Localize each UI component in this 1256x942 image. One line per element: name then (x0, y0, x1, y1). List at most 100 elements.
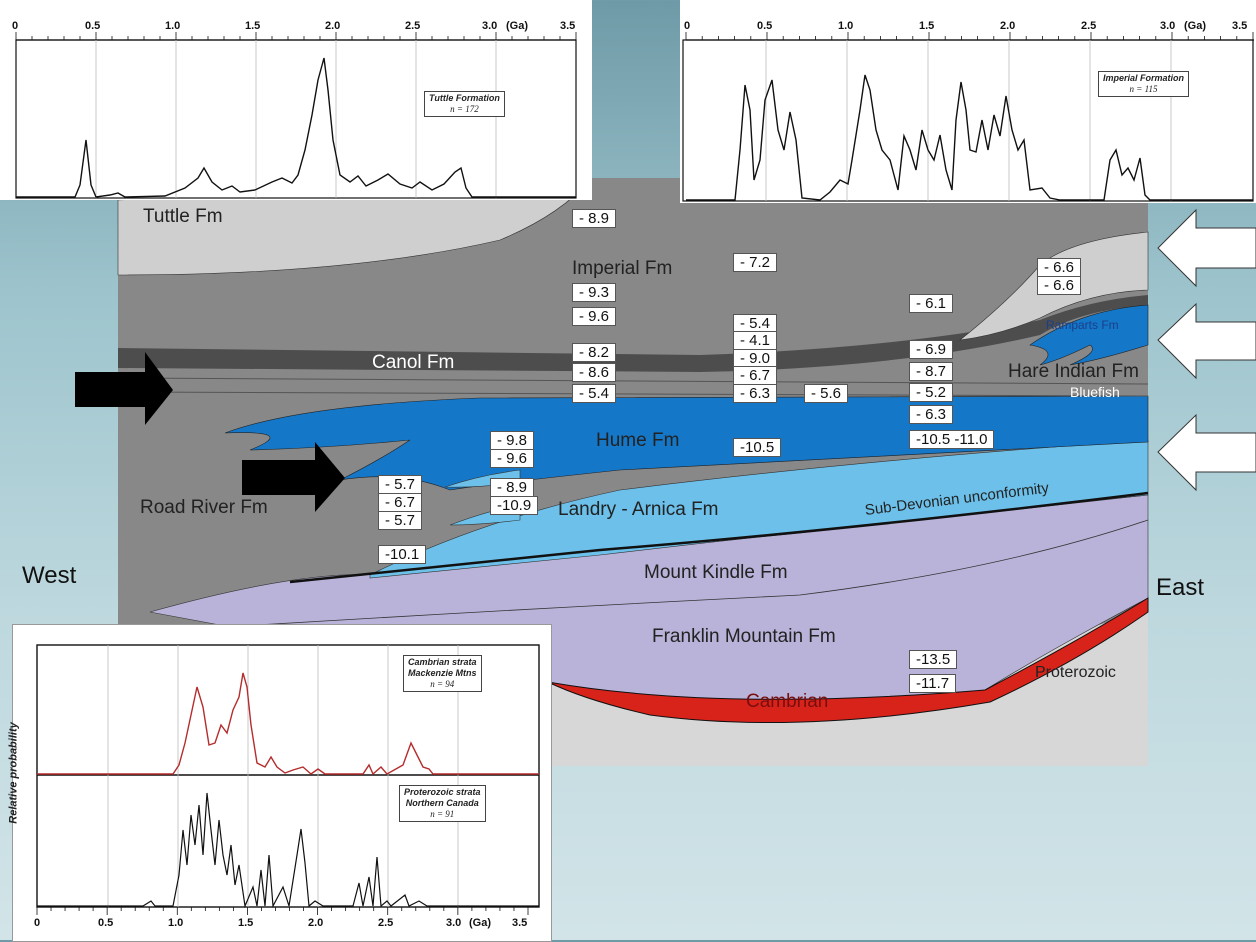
value-box: - 8.9 (572, 209, 617, 228)
proterozoic-legend: Proterozoic strata Northern Canada n = 9… (399, 785, 486, 822)
value-box: - 4.1 (733, 331, 778, 350)
plot-frame (15, 39, 577, 199)
tick-label: 3.0 (446, 917, 462, 929)
imperial-plot-svg (682, 32, 1254, 202)
unit-label: (Ga) (469, 917, 491, 929)
value-box: -13.5 (909, 650, 958, 669)
tuttle-legend: Tuttle Formation n = 172 (424, 91, 505, 117)
bluefish-label: Bluefish (1070, 384, 1120, 400)
gridlines (765, 40, 1172, 201)
tick-label: 2.0 (1000, 20, 1016, 32)
cambrian-label: Cambrian (746, 691, 829, 712)
proterozoic-layer (500, 610, 1148, 766)
tick-label: 2.0 (325, 20, 341, 32)
arrow-white-icon (1157, 413, 1256, 492)
imperial-curve (686, 74, 1253, 201)
legend-name: Imperial Formation (1103, 73, 1185, 83)
tick-label: 3.0 (1160, 20, 1176, 32)
tick-label: 3.5 (560, 20, 576, 32)
value-box: - 6.3 (733, 384, 778, 403)
landry-arnica-layer (369, 439, 1149, 579)
value-box: -10.9 (490, 496, 539, 515)
tick-label: 3.5 (512, 917, 528, 929)
legend-n: n = 91 (430, 809, 455, 819)
tick-label: 3.0 (482, 20, 498, 32)
value-box: - 8.6 (572, 363, 617, 382)
value-box: - 8.9 (490, 478, 535, 497)
value-box: - 9.6 (572, 307, 617, 326)
value-box: - 6.7 (378, 493, 423, 512)
arrow-white-icon (1157, 302, 1256, 380)
tick-label: 1.0 (838, 20, 854, 32)
y-axis-label: Relative probability (7, 722, 20, 824)
detrital-panel: Relative probability 0 0.5 1.0 1.5 2.0 2… (8, 624, 552, 942)
west-label: West (22, 562, 77, 589)
gridlines (95, 40, 497, 198)
tick-label: 1.5 (919, 20, 935, 32)
legend-n: n = 172 (450, 104, 479, 114)
imperial-panel: 0 0.5 1.0 1.5 2.0 2.5 3.0 (Ga) 3.5 Imper… (680, 0, 1256, 203)
tick-label: 3.5 (1232, 20, 1248, 32)
mount-kindle-label: Mount Kindle Fm (644, 562, 788, 583)
ramparts-layer (1029, 304, 1149, 366)
arrow-white-icon (1157, 208, 1256, 288)
cambrian-legend: Cambrian strata Mackenzie Mtns n = 94 (403, 655, 482, 692)
imperial-legend: Imperial Formation n = 115 (1098, 71, 1190, 97)
value-box: -11.7 (909, 674, 957, 693)
legend-line: Cambrian strata (408, 657, 477, 667)
value-box: - 8.2 (572, 343, 617, 362)
imperial-label: Imperial Fm (572, 258, 673, 279)
tuttle-label: Tuttle Fm (143, 206, 223, 227)
value-box: -10.5 (733, 438, 782, 457)
value-box: - 6.6 (1037, 258, 1082, 277)
legend-line: Northern Canada (405, 798, 479, 808)
hare-indian-label: Hare Indian Fm (1008, 361, 1139, 382)
value-box: - 9.3 (572, 283, 617, 302)
legend-n: n = 94 (430, 679, 455, 689)
value-box: - 9.8 (490, 431, 535, 450)
value-box: - 6.3 (909, 405, 954, 424)
tick-label: 1.0 (168, 917, 184, 929)
value-box: - 9.0 (733, 349, 778, 368)
tick-label: 0 (12, 20, 19, 32)
cambrian-curve (37, 672, 539, 776)
value-box: - 6.9 (909, 340, 954, 359)
arrow-black-icon (242, 442, 345, 512)
value-box: - 6.7 (733, 366, 778, 385)
tick-label: 0 (34, 917, 41, 929)
value-box: - 5.7 (378, 511, 423, 530)
tuttle-panel: 0 0.5 1.0 1.5 2.0 2.5 3.0 (Ga) 3.5 Tuttl… (0, 0, 592, 200)
mount-kindle-lower-line (174, 519, 1149, 631)
tick-label: 1.0 (165, 20, 181, 32)
tick-label: 2.5 (405, 20, 421, 32)
tick-label: 2.5 (1081, 20, 1097, 32)
bluefish-line (117, 377, 1149, 385)
value-box: - 5.6 (804, 384, 849, 403)
value-box: - 5.2 (909, 383, 954, 402)
tuttle-curve (16, 57, 576, 198)
road-river-label: Road River Fm (140, 497, 268, 518)
value-box: - 6.1 (909, 294, 954, 313)
legend-name: Tuttle Formation (429, 93, 500, 103)
value-box: - 6.6 (1037, 276, 1082, 295)
unit-label: (Ga) (1184, 20, 1206, 32)
tick-label: 0 (684, 20, 691, 32)
landry-label: Landry - Arnica Fm (558, 499, 719, 520)
sub-devonian-unconformity-line (289, 491, 1149, 584)
bluefish-line (117, 391, 1149, 397)
tick-label: 2.5 (378, 917, 394, 929)
value-box: -10.1 (378, 545, 427, 564)
value-box: - 7.2 (733, 253, 778, 272)
tick-label: 1.5 (238, 917, 254, 929)
value-box: - 9.6 (490, 449, 535, 468)
value-box: - 5.7 (378, 475, 423, 494)
tuttle-plot-svg (15, 32, 577, 199)
value-box: - 5.4 (572, 384, 617, 403)
cambrian-layer (547, 597, 1149, 724)
canol-layer (118, 295, 1148, 372)
tick-label: 2.0 (308, 917, 324, 929)
value-box: -10.5 -11.0 (909, 430, 995, 449)
canol-label: Canol Fm (372, 352, 455, 373)
hume-label: Hume Fm (596, 430, 680, 451)
detrital-plot-svg (36, 644, 540, 915)
